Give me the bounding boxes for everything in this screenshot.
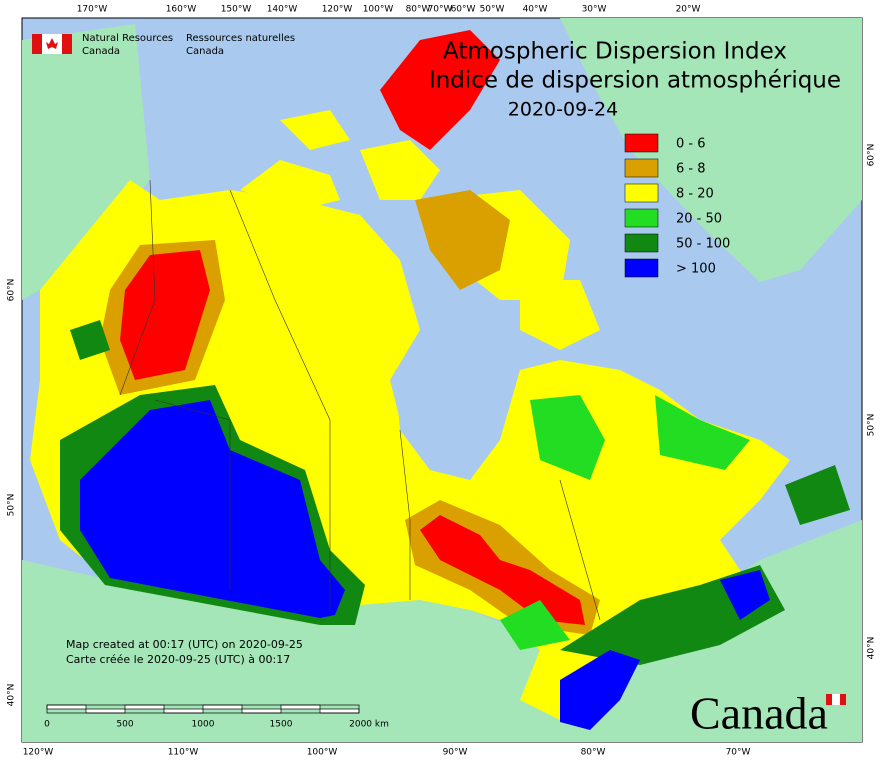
scale-segment (46, 704, 87, 710)
latitude-label: 60°N (7, 279, 17, 302)
longitude-label: 90°W (443, 748, 468, 758)
legend-label: 50 - 100 (676, 237, 730, 252)
longitude-label: 140°W (267, 5, 298, 15)
legend-swatch (624, 208, 659, 228)
scale-label: 2000 km (349, 720, 389, 730)
note: Map created at 00:17 (UTC) on 2020-09-25 (66, 638, 303, 651)
longitude-label: 120°W (322, 5, 353, 15)
legend-swatch (624, 183, 659, 203)
legend-label: 6 - 8 (676, 162, 706, 177)
scale-segment (163, 708, 204, 714)
longitude-label: 70°W (428, 5, 453, 15)
agency-fr: Ressources naturelles (186, 33, 295, 44)
longitude-label: 20°W (676, 5, 701, 15)
scale-label: 1000 (192, 720, 215, 730)
scale-label: 0 (44, 720, 50, 730)
longitude-label: 40°W (523, 5, 548, 15)
scale-segment (241, 708, 282, 714)
agency-fr: Canada (186, 46, 224, 57)
latitude-label: 60°N (867, 144, 877, 167)
wordmark: Canada (690, 688, 828, 739)
longitude-label: 30°W (582, 5, 607, 15)
land (22, 18, 862, 742)
latitude-label: 40°N (7, 684, 17, 707)
index-areas (30, 30, 850, 730)
scale-frame (46, 704, 360, 714)
legend-swatch (624, 158, 659, 178)
legend-label: 0 - 6 (676, 137, 706, 152)
scale-segment (202, 704, 243, 710)
scale-segment (280, 704, 321, 710)
scale-segment (319, 708, 360, 714)
longitude-label: 80°W (406, 5, 431, 15)
legend-swatch (624, 233, 659, 253)
note: Carte créée le 2020-09-25 (UTC) à 00:17 (66, 653, 290, 666)
longitude-label: 100°W (307, 748, 338, 758)
date: 2020-09-24 (508, 99, 618, 121)
wordmark-flag (826, 694, 846, 705)
longitude-label: 170°W (77, 5, 108, 15)
longitude-label: 70°W (726, 748, 751, 758)
borders (119, 179, 601, 621)
scale-segment (124, 704, 165, 710)
longitude-label: 150°W (221, 5, 252, 15)
longitude-label: 50°W (480, 5, 505, 15)
legend-label: > 100 (676, 262, 716, 277)
longitude-label: 160°W (166, 5, 197, 15)
legend-swatch (624, 258, 659, 278)
latitude-label: 50°N (7, 494, 17, 517)
legend-label: 8 - 20 (676, 187, 714, 202)
longitude-label: 100°W (363, 5, 394, 15)
legend-swatch (624, 133, 659, 153)
title: Atmospheric Dispersion Index (443, 39, 787, 65)
legend-label: 20 - 50 (676, 212, 722, 227)
agency-en: Canada (82, 46, 120, 57)
nrcan-flag (32, 34, 72, 54)
latitude-label: 50°N (867, 414, 877, 437)
longitude-label: 110°W (168, 748, 199, 758)
latitude-label: 40°N (867, 637, 877, 660)
longitude-label: 60°W (451, 5, 476, 15)
scale-segment (85, 708, 126, 714)
scale-label: 1500 (270, 720, 293, 730)
agency-en: Natural Resources (82, 33, 173, 44)
longitude-label: 80°W (581, 748, 606, 758)
scale-label: 500 (116, 720, 133, 730)
title: Indice de dispersion atmosphérique (429, 68, 841, 94)
longitude-label: 120°W (23, 748, 54, 758)
